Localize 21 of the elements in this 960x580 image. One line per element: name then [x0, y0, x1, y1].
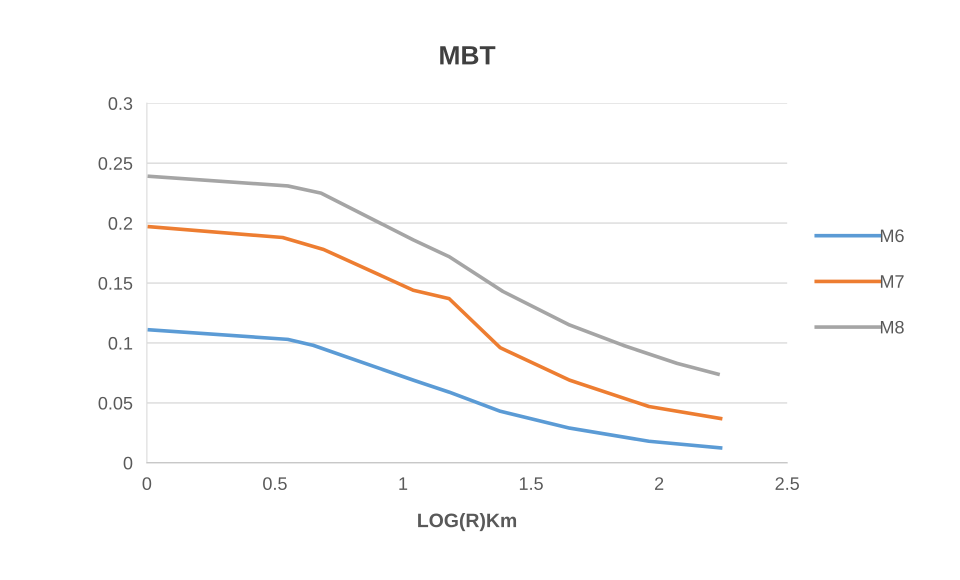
legend-label: M8 [880, 320, 904, 334]
x-tick-label: 1.5 [520, 477, 543, 490]
x-axis-title: LOG(R)Km [418, 513, 516, 532]
line-series [148, 328, 722, 450]
y-tick-label: 0.05 [98, 396, 132, 410]
x-tick-label: 0.5 [263, 477, 287, 490]
x-tick-label: 1 [399, 477, 408, 490]
y-tick-label: 0.15 [98, 276, 132, 290]
legend-label: M6 [880, 229, 904, 242]
chart-title: MBT [440, 46, 496, 64]
line-series [148, 224, 722, 420]
y-tick-label: 0.3 [108, 97, 132, 110]
y-tick-label: 0.25 [98, 157, 132, 170]
y-tick-label: 0.2 [108, 217, 132, 230]
y-tick-label: 0 [124, 456, 132, 470]
x-tick-label: 0 [142, 477, 152, 490]
x-tick-label: 2 [655, 477, 664, 490]
y-tick-label: 0.1 [108, 336, 132, 350]
x-tick-label: 2.5 [776, 477, 799, 490]
line-series [148, 174, 720, 376]
legend-label: M7 [880, 275, 904, 288]
